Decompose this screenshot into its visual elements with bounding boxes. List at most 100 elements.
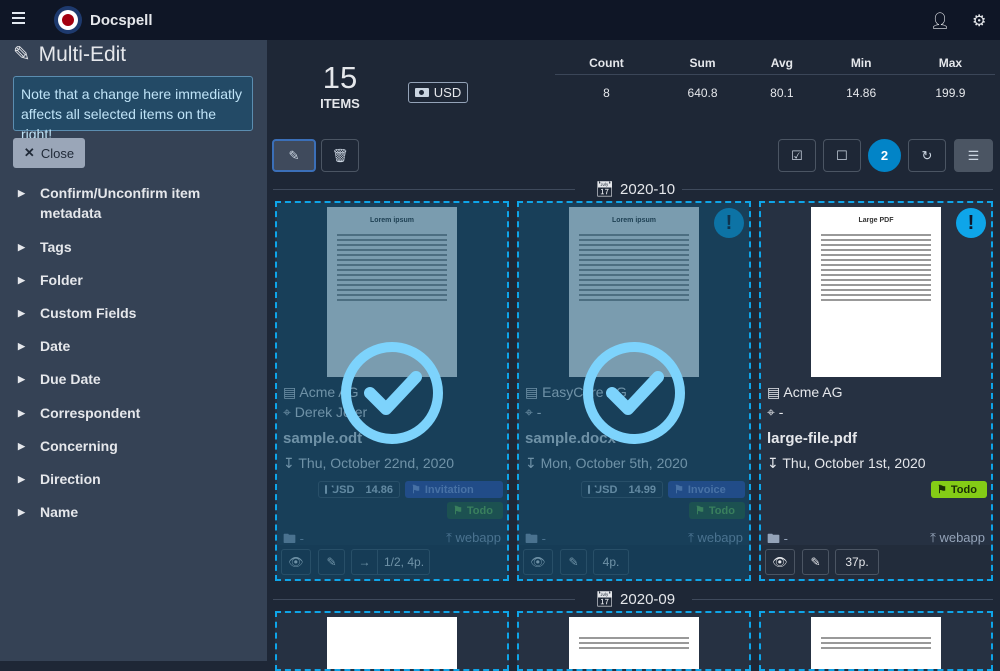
multi-edit-note: Note that a change here immediatly affec…	[13, 76, 253, 142]
select-all-button[interactable]: ☑	[778, 139, 816, 172]
item-count-number: 15	[322, 60, 358, 95]
user-icon[interactable]: 👤︎	[930, 13, 951, 30]
section-label: Tags	[40, 239, 72, 255]
close-label: Close	[40, 145, 75, 161]
section-label: Direction	[40, 471, 101, 487]
chevron-right-icon: ▶	[18, 374, 25, 384]
item-thumbnail	[327, 617, 457, 669]
list-check-icon: ☰	[967, 147, 980, 163]
section-label: Folder	[40, 272, 83, 288]
chevron-right-icon: ▶	[18, 441, 25, 451]
item-thumbnail: Large PDF	[811, 207, 941, 377]
thumbnail-title: Large PDF	[858, 217, 894, 224]
checkbox-checked-icon: ☑	[791, 147, 803, 163]
section-label: Name	[40, 504, 79, 520]
section-label: Concerning	[40, 438, 118, 454]
item-card[interactable]	[759, 611, 993, 671]
edit-icon: ✎	[13, 43, 31, 66]
source: ⤒ webapp	[930, 530, 985, 546]
item-card[interactable]	[275, 611, 509, 671]
item-count: 15 ITEMS	[300, 60, 380, 111]
money-icon	[414, 88, 429, 97]
edit-icon: ✎	[810, 555, 821, 569]
check-circle-icon	[341, 342, 443, 444]
folder: 🖿︎ -	[767, 530, 788, 552]
item-thumbnail	[811, 617, 941, 669]
item-card[interactable]: Lorem ipsum ▤ Acme AG ⌖ Derek Jeter samp…	[275, 201, 509, 581]
stat-header: Avg	[747, 52, 817, 75]
trash-icon: 🗑︎	[331, 147, 349, 163]
item-name[interactable]: large-file.pdf	[767, 430, 858, 447]
upload-icon: ⤒	[930, 530, 936, 545]
stat-header: Min	[816, 52, 906, 75]
stat-header: Count	[555, 52, 658, 75]
chevron-right-icon: ▶	[18, 308, 25, 318]
stat-value: 8	[603, 86, 610, 101]
currency-badge: USD	[408, 82, 468, 103]
item-date: ↧ Thu, October 1st, 2020	[767, 455, 926, 472]
item-card[interactable]: Large PDF ! ▤ Acme AG ⌖ - large-file.pdf…	[759, 201, 993, 581]
arrow-down-icon: ↧	[767, 455, 779, 471]
tag-label: Todo	[950, 483, 977, 496]
calendar-icon: 📅︎	[595, 591, 615, 608]
concerning-name: -	[778, 404, 784, 420]
close-button[interactable]: ✕ Close	[13, 138, 85, 168]
preview-button[interactable]: 👁︎	[765, 549, 795, 575]
app-title: Docspell	[90, 12, 153, 29]
chevron-right-icon: ▶	[18, 275, 25, 285]
crosshairs-icon: ⌖	[767, 404, 775, 420]
check-circle-icon	[583, 342, 685, 444]
close-icon: ✕	[23, 145, 35, 160]
settings-icon[interactable]: ⚙︎	[972, 13, 987, 30]
address-card-icon: ▤	[767, 384, 781, 400]
selected-count-badge[interactable]: 2	[868, 139, 901, 172]
month-header: 📅︎ 2020-10	[595, 180, 676, 199]
chevron-right-icon: ▶	[18, 474, 25, 484]
multi-edit-title: ✎ Multi-Edit	[13, 42, 126, 67]
month-label: 2020-09	[620, 590, 676, 608]
chevron-right-icon: ▶	[18, 408, 25, 418]
delete-button[interactable]: 🗑︎	[321, 139, 359, 172]
date-text: Thu, October 1st, 2020	[782, 455, 926, 471]
section-label: Date	[40, 338, 71, 354]
item-count-label: ITEMS	[320, 96, 360, 111]
section-label: Confirm/Unconfirm item metadata	[40, 185, 201, 221]
refresh-button[interactable]: ↻	[908, 139, 946, 172]
correspondent: ▤ Acme AG	[767, 384, 843, 401]
section-label: Due Date	[40, 371, 101, 387]
month-label: 2020-10	[620, 180, 676, 198]
chevron-right-icon: ▶	[18, 507, 25, 517]
chevron-right-icon: ▶	[18, 188, 25, 198]
multi-edit-button[interactable]: ✎	[272, 139, 316, 172]
select-mode-button[interactable]: ☰	[954, 139, 993, 172]
tag-badge[interactable]: ⚑Todo	[931, 481, 987, 498]
currency-label: USD	[433, 85, 462, 100]
docspell-logo[interactable]	[54, 6, 82, 34]
selection-overlay[interactable]	[519, 203, 749, 579]
concerning: ⌖ -	[767, 404, 783, 421]
stat-value: 80.1	[770, 86, 794, 101]
correspondent-name: Acme AG	[783, 384, 843, 400]
item-card[interactable]	[517, 611, 751, 671]
edit-button[interactable]: ✎	[802, 549, 829, 575]
menu-icon[interactable]	[12, 12, 25, 26]
top-bar: Docspell 👤︎ ⚙︎	[0, 0, 1000, 40]
source-name: webapp	[939, 530, 985, 545]
chevron-right-icon: ▶	[18, 242, 25, 252]
selection-overlay[interactable]	[277, 203, 507, 579]
select-none-button[interactable]: ☐	[823, 139, 861, 172]
stat-value: 640.8	[687, 86, 718, 101]
card-footer: 👁︎ ✎ 37p.	[761, 545, 991, 579]
tag-icon: ⚑	[937, 484, 947, 496]
eye-icon: 👁︎	[772, 555, 788, 569]
stat-value: 14.86	[846, 86, 877, 101]
calendar-icon: 📅︎	[595, 181, 615, 198]
folder-name: -	[783, 531, 788, 546]
item-card[interactable]: Lorem ipsum ! ▤ EasyCare AG ⌖ - sample.d…	[517, 201, 751, 581]
exclamation-icon: !	[956, 208, 986, 238]
month-header: 📅︎ 2020-09	[595, 590, 676, 609]
stat-value: 199.9	[935, 86, 966, 101]
checkbox-empty-icon: ☐	[836, 147, 848, 163]
stat-header: Max	[905, 52, 995, 75]
section-label: Correspondent	[40, 405, 141, 421]
